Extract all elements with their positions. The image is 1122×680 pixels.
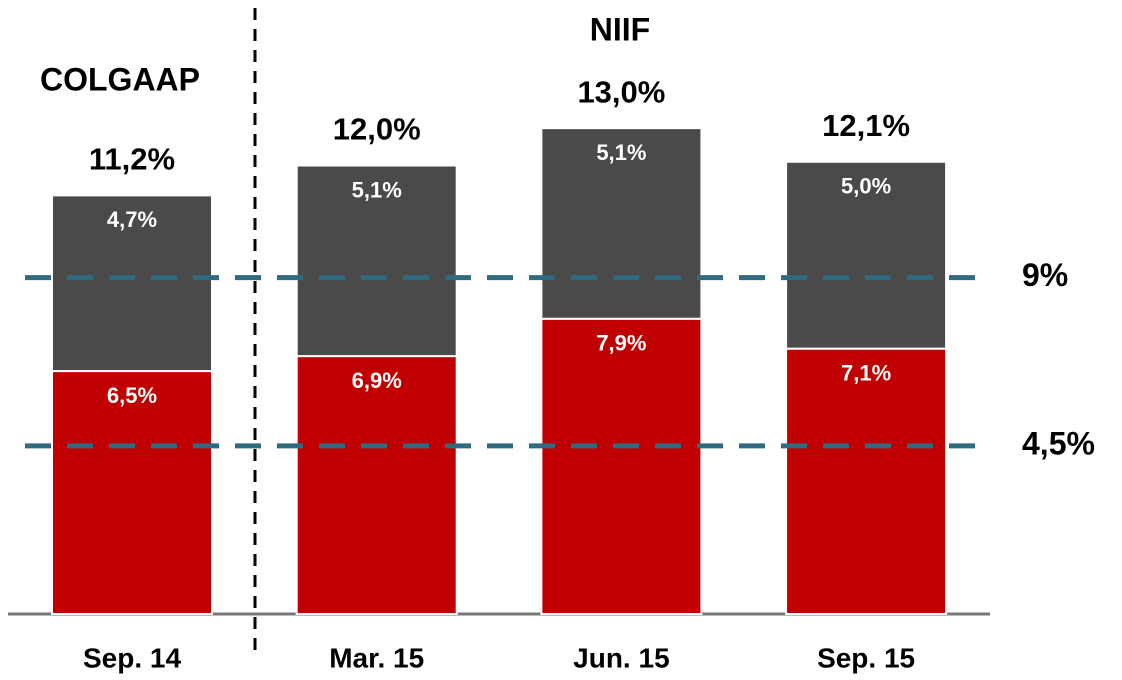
group-label: NIIF [590, 11, 650, 47]
segment-label: 7,9% [596, 331, 646, 356]
total-label: 12,0% [333, 112, 421, 147]
x-tick-label: Sep. 15 [817, 642, 915, 673]
total-label: 12,1% [822, 108, 910, 143]
reference-label: 9% [1022, 257, 1068, 293]
segment-label: 5,0% [841, 174, 891, 199]
reference-label: 4,5% [1022, 425, 1095, 461]
bar-segment [785, 347, 948, 615]
group-label: COLGAAP [40, 61, 200, 97]
x-tick-label: Sep. 14 [83, 642, 181, 673]
bar-segment [785, 160, 948, 350]
bar-segment [540, 127, 703, 320]
segment-label: 4,7% [107, 207, 157, 232]
total-label: 11,2% [89, 142, 175, 177]
bar-segment [295, 355, 458, 615]
segment-label: 7,1% [841, 360, 891, 385]
segment-label: 6,9% [352, 368, 402, 393]
bar-segment [51, 370, 213, 615]
bar-segment [295, 164, 458, 358]
segment-label: 6,5% [107, 383, 157, 408]
bar-segment [51, 194, 213, 373]
x-tick-label: Mar. 15 [329, 642, 424, 673]
bar-segment [540, 317, 703, 615]
total-label: 13,0% [577, 74, 665, 109]
x-tick-label: Jun. 15 [573, 642, 669, 673]
segment-label: 5,1% [352, 177, 402, 202]
segment-label: 5,1% [596, 140, 646, 165]
